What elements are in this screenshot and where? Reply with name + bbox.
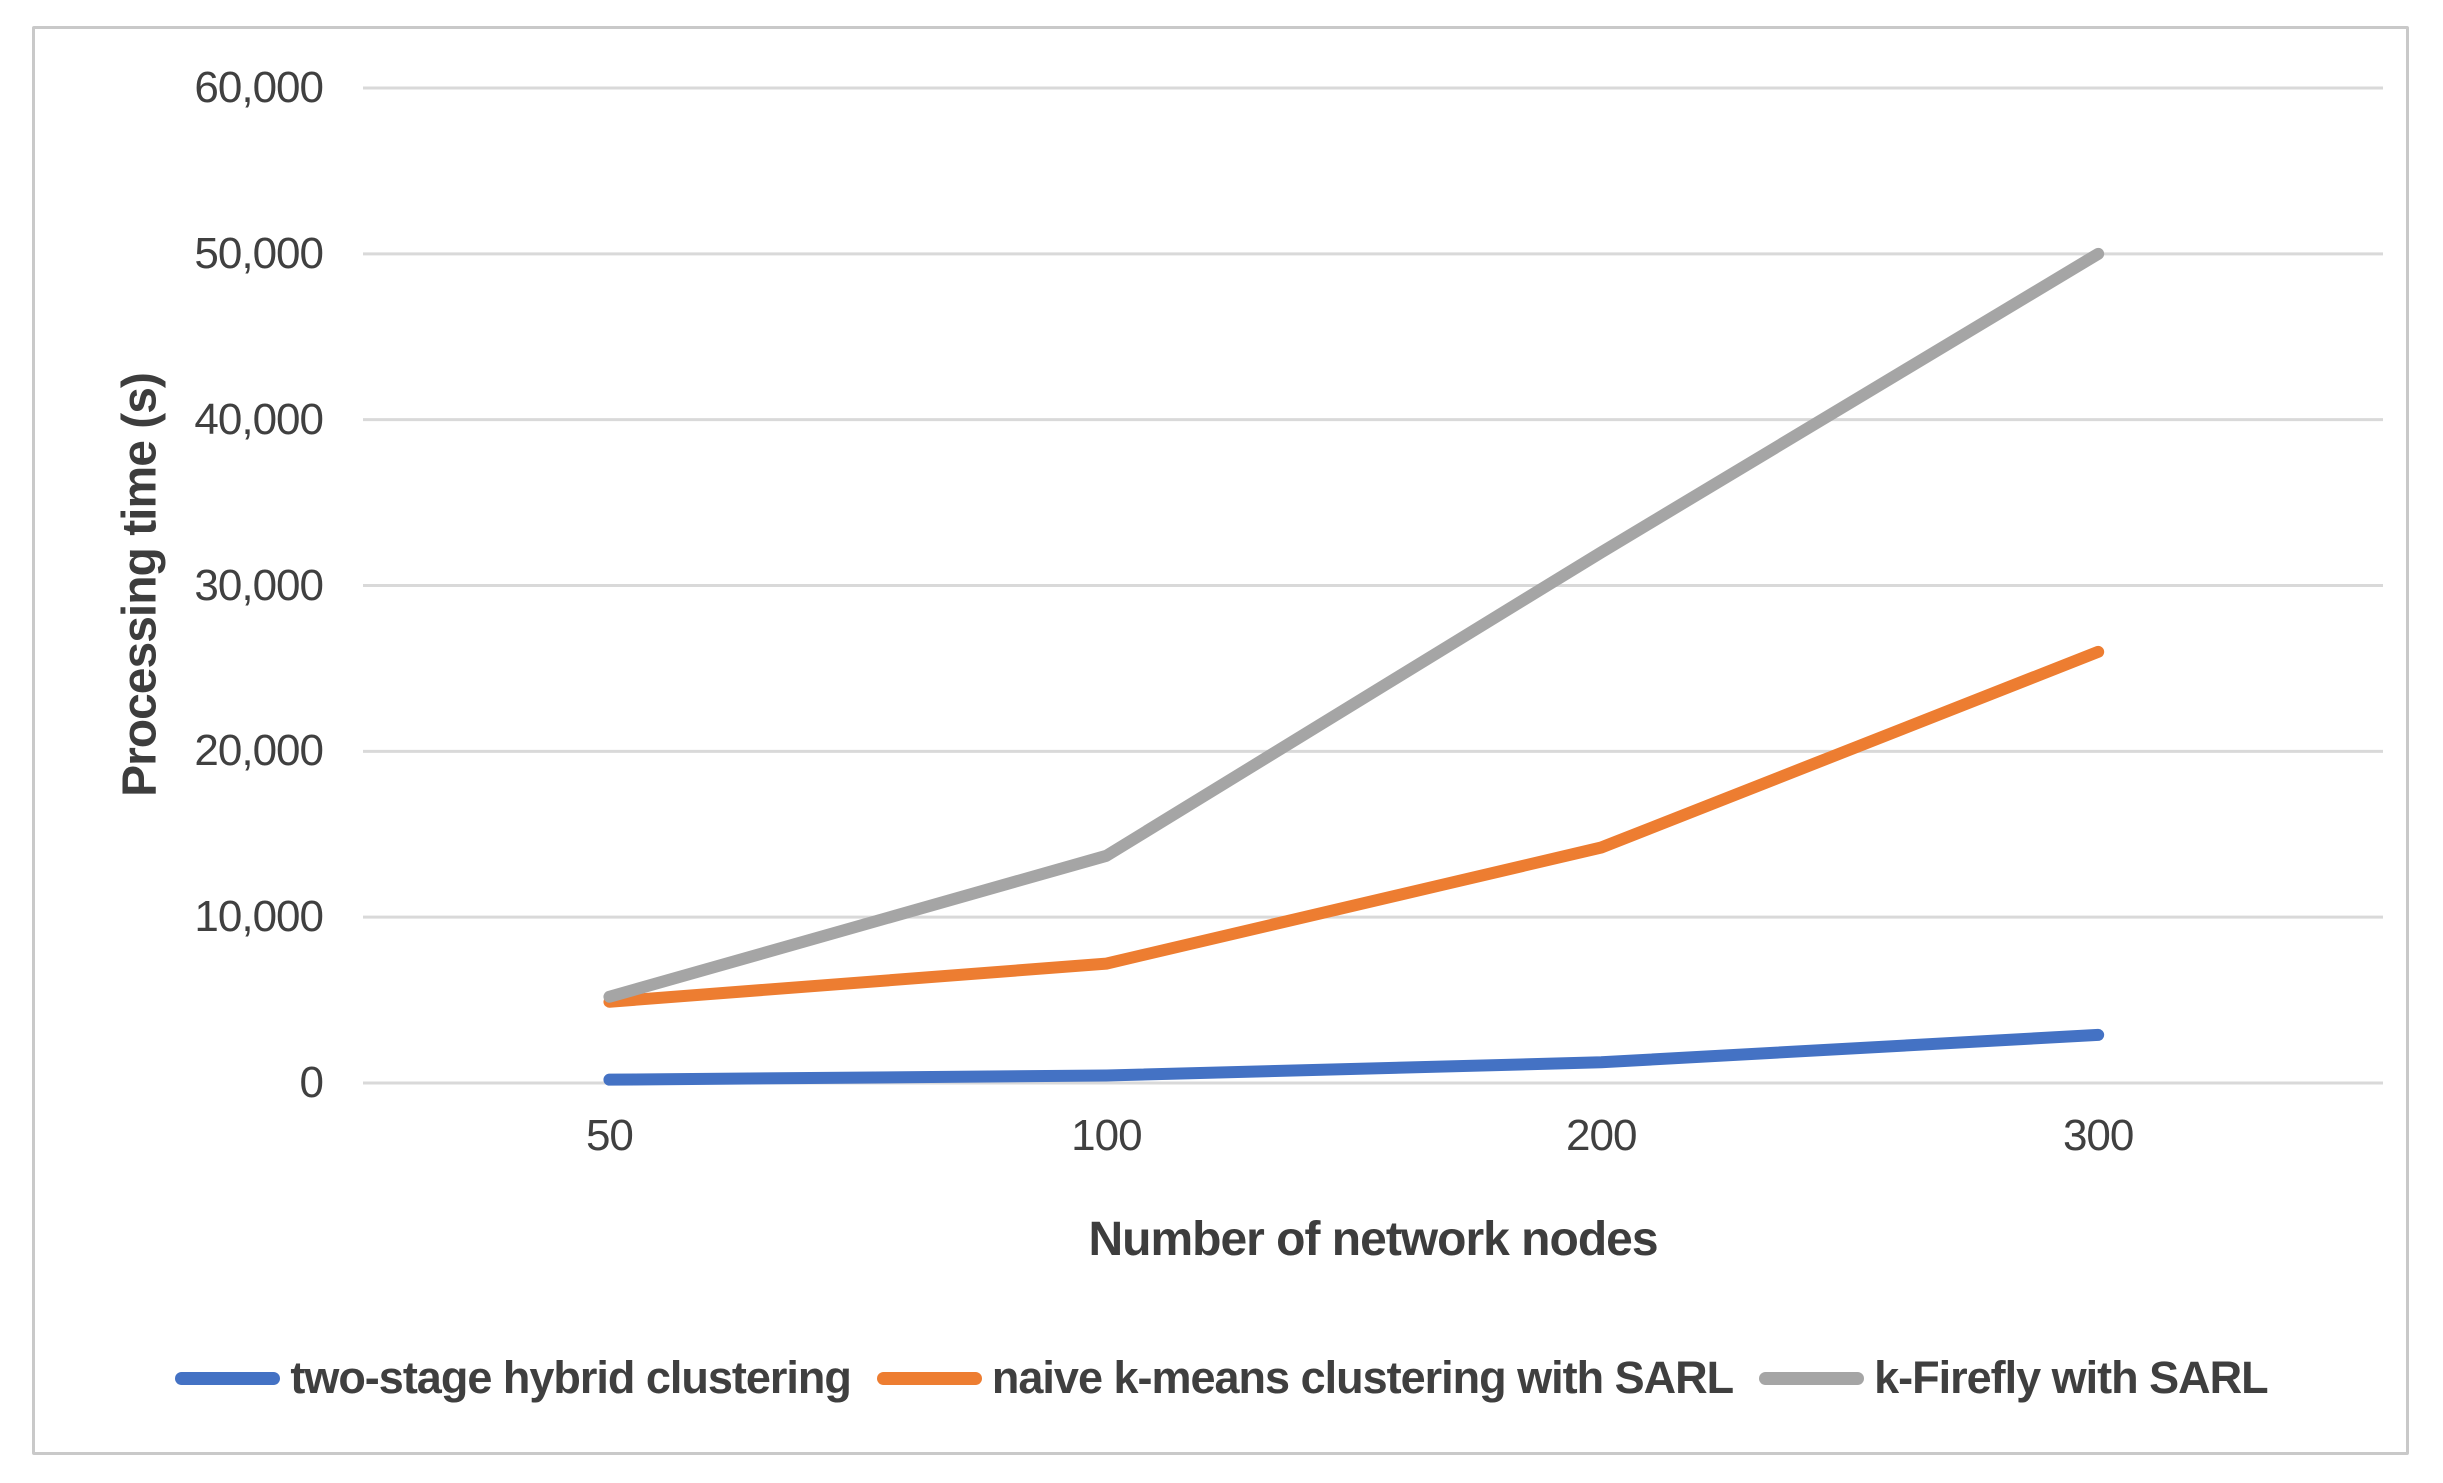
- y-tick-label: 0: [299, 1058, 324, 1107]
- plot-area: [363, 86, 2383, 1086]
- y-tick-label: 20,000: [194, 726, 324, 776]
- x-tick-label: 200: [1566, 1111, 1637, 1160]
- legend-label: k-Firefly with SARL: [1874, 1352, 2269, 1403]
- legend-item: naive k-means clustering with SARL: [876, 1352, 1734, 1404]
- legend-swatch: [175, 1371, 281, 1385]
- x-axis-title: Number of network nodes: [1088, 1213, 1658, 1266]
- legend-swatch: [876, 1371, 982, 1385]
- y-tick-label: 30,000: [194, 560, 324, 610]
- chart-canvas: [363, 86, 2383, 1086]
- x-tick-label: 300: [2062, 1111, 2134, 1160]
- x-tick-label: 100: [1071, 1111, 1142, 1160]
- series-line: [603, 645, 2105, 1008]
- x-tick-label: 50: [585, 1111, 634, 1160]
- legend: two-stage hybrid clustering naive k-means…: [40, 1352, 2403, 1404]
- y-tick-label: 60,000: [194, 63, 324, 112]
- legend-item: k-Firefly with SARL: [1759, 1352, 2269, 1404]
- legend-item: two-stage hybrid clustering: [175, 1352, 852, 1404]
- figure-border: [32, 26, 2409, 1455]
- series-line: [603, 1028, 2105, 1086]
- y-tick-label: 50,000: [194, 228, 324, 278]
- legend-label: naive k-means clustering with SARL: [991, 1352, 1734, 1403]
- legend-swatch: [1759, 1371, 1865, 1385]
- series-line: [603, 247, 2105, 1003]
- y-tick-label: 40,000: [194, 394, 324, 444]
- legend-label: two-stage hybrid clustering: [290, 1352, 852, 1403]
- y-tick-label: 10,000: [194, 892, 324, 942]
